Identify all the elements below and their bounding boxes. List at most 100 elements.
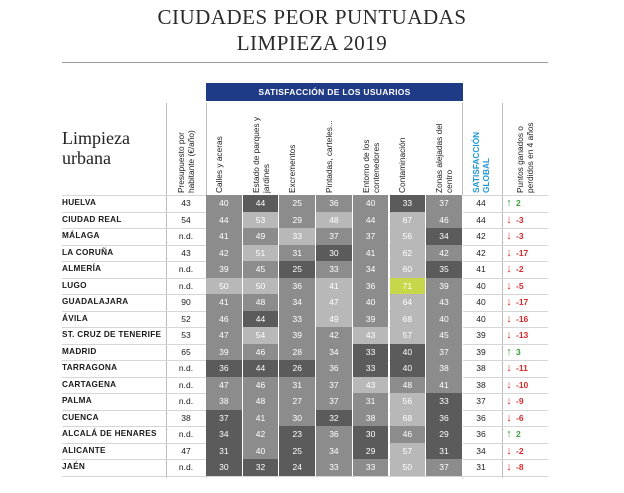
satisfaction-cell: 35 bbox=[426, 261, 463, 278]
satisfaction-cell: 33 bbox=[316, 261, 353, 278]
city-name: JAÉN bbox=[62, 462, 86, 471]
satisfaction-cell: 28 bbox=[279, 343, 317, 360]
global-satisfaction: 39 bbox=[476, 346, 486, 357]
budget-value: 90 bbox=[181, 297, 191, 307]
satisfaction-cell: 37 bbox=[352, 228, 390, 245]
satisfaction-cell: 39 bbox=[352, 310, 390, 327]
points-change: ↓ -6 bbox=[502, 410, 548, 427]
satisfaction-cell: 33 bbox=[389, 195, 427, 212]
satisfaction-cell: 31 bbox=[426, 442, 463, 459]
points-change-value: 2 bbox=[516, 429, 521, 439]
city-name: ÁVILA bbox=[62, 313, 89, 323]
table-row: CARTAGENA n.d. 47 46 31 37 43 48 41 38 ↓ -10 bbox=[62, 376, 548, 393]
table-row: CIUDAD REAL 54 44 53 29 48 44 67 46 44 ↓ -3 bbox=[62, 211, 548, 229]
global-satisfaction: 31 bbox=[476, 462, 486, 472]
satisfaction-cell: 29 bbox=[352, 442, 390, 459]
points-change: ↓ -5 bbox=[502, 278, 548, 295]
points-change-value: -2 bbox=[516, 264, 524, 274]
satisfaction-cell: 31 bbox=[206, 442, 243, 459]
arrow-down-icon: ↓ bbox=[506, 329, 512, 341]
table-row: PALMA n.d. 38 48 27 37 31 56 33 37 ↓ -9 bbox=[62, 393, 548, 410]
satisfaction-cell: 46 bbox=[389, 426, 427, 443]
points-change-value: -10 bbox=[516, 379, 529, 390]
column-header-c3: Excrementos bbox=[279, 103, 316, 195]
satisfaction-cell: 68 bbox=[389, 409, 427, 426]
satisfaction-cell: 45 bbox=[242, 261, 280, 278]
satisfaction-cell: 23 bbox=[279, 426, 317, 443]
points-change-value: -2 bbox=[516, 445, 524, 456]
budget-value: n.d. bbox=[178, 363, 194, 373]
arrow-down-icon: ↓ bbox=[506, 444, 512, 457]
satisfaction-cell: 51 bbox=[242, 244, 280, 261]
arrow-up-icon: ↑ bbox=[506, 197, 512, 209]
column-divider bbox=[502, 103, 503, 478]
city-name: CUENCA bbox=[62, 412, 99, 422]
global-satisfaction: 39 bbox=[476, 330, 486, 340]
satisfaction-cell: 41 bbox=[242, 409, 280, 426]
arrow-down-icon: ↓ bbox=[506, 312, 512, 325]
budget-value: 54 bbox=[181, 214, 191, 225]
budget-value: 52 bbox=[181, 313, 191, 324]
column-header-label: Contaminación bbox=[397, 137, 408, 193]
points-change: ↓ -17 bbox=[502, 294, 548, 311]
satisfaction-cell: 31 bbox=[279, 244, 317, 261]
city-name: TARRAGONA bbox=[62, 363, 118, 372]
arrow-down-icon: ↓ bbox=[506, 279, 512, 292]
satisfaction-cell: 47 bbox=[316, 294, 353, 311]
satisfaction-cell: 33 bbox=[352, 459, 390, 476]
satisfaction-cell: 43 bbox=[426, 294, 463, 311]
satisfaction-cell: 27 bbox=[279, 393, 317, 410]
points-change-value: -5 bbox=[516, 280, 524, 291]
satisfaction-cell: 34 bbox=[426, 228, 463, 245]
satisfaction-cell: 29 bbox=[426, 426, 463, 443]
satisfaction-cell: 39 bbox=[206, 343, 243, 360]
satisfaction-cell: 36 bbox=[426, 409, 463, 426]
arrow-up-icon: ↑ bbox=[506, 345, 512, 358]
satisfaction-cell: 36 bbox=[206, 360, 243, 377]
budget-value: n.d. bbox=[178, 396, 194, 406]
points-change-value: 2 bbox=[516, 198, 521, 208]
table-row: JAÉN n.d. 30 32 24 33 33 50 37 31 ↓ -8 bbox=[62, 459, 548, 476]
column-header-label: Pintadas, carteles... bbox=[323, 120, 334, 193]
points-change-value: -8 bbox=[516, 462, 524, 472]
satisfaction-cell: 64 bbox=[389, 294, 427, 311]
satisfaction-cell: 42 bbox=[316, 327, 353, 344]
satisfaction-cell: 40 bbox=[426, 310, 463, 327]
satisfaction-cell: 47 bbox=[206, 376, 243, 393]
satisfaction-cell: 36 bbox=[352, 277, 390, 294]
budget-value: n.d. bbox=[178, 462, 194, 472]
satisfaction-header: SATISFACCIÓN DE LOS USUARIOS bbox=[206, 83, 463, 101]
arrow-down-icon: ↓ bbox=[506, 230, 512, 242]
satisfaction-cell: 56 bbox=[389, 393, 427, 410]
table-row: CUENCA 38 37 41 30 32 38 68 36 36 ↓ -6 bbox=[62, 409, 548, 427]
arrow-down-icon: ↓ bbox=[506, 296, 512, 308]
column-header-global: SATISFACCIÓN GLOBAL bbox=[462, 103, 500, 195]
satisfaction-cell: 29 bbox=[279, 211, 317, 228]
points-change-value: -16 bbox=[516, 313, 529, 324]
column-header-c1: Calles y aceras bbox=[206, 103, 243, 195]
satisfaction-cell: 41 bbox=[316, 277, 353, 294]
arrow-up-icon: ↑ bbox=[506, 428, 512, 440]
budget-value: n.d. bbox=[178, 429, 194, 439]
satisfaction-cell: 30 bbox=[316, 244, 353, 261]
global-satisfaction: 40 bbox=[476, 280, 486, 291]
global-satisfaction: 41 bbox=[476, 264, 486, 274]
column-header-label: Estado de parques y jardines bbox=[250, 116, 271, 193]
side-title-line-2: urbana bbox=[62, 148, 111, 168]
points-change: ↓ -3 bbox=[502, 212, 548, 229]
points-change-value: -9 bbox=[516, 396, 524, 406]
global-satisfaction: 38 bbox=[476, 379, 486, 390]
points-change-value: -3 bbox=[516, 231, 524, 241]
budget-value: n.d. bbox=[178, 280, 194, 291]
table-row: HUELVA 43 40 44 25 36 40 33 37 44 ↑ 2 bbox=[62, 195, 548, 212]
satisfaction-cell: 36 bbox=[279, 277, 317, 294]
satisfaction-cell: 48 bbox=[242, 393, 280, 410]
points-change: ↓ -17 bbox=[502, 245, 548, 262]
global-satisfaction: 42 bbox=[476, 247, 486, 258]
satisfaction-cell: 33 bbox=[279, 310, 317, 327]
satisfaction-cell: 36 bbox=[316, 360, 353, 377]
points-change: ↓ -16 bbox=[502, 311, 548, 328]
side-title: Limpieza urbana bbox=[62, 128, 130, 168]
satisfaction-cell: 53 bbox=[242, 211, 280, 228]
satisfaction-cell: 25 bbox=[279, 261, 317, 278]
